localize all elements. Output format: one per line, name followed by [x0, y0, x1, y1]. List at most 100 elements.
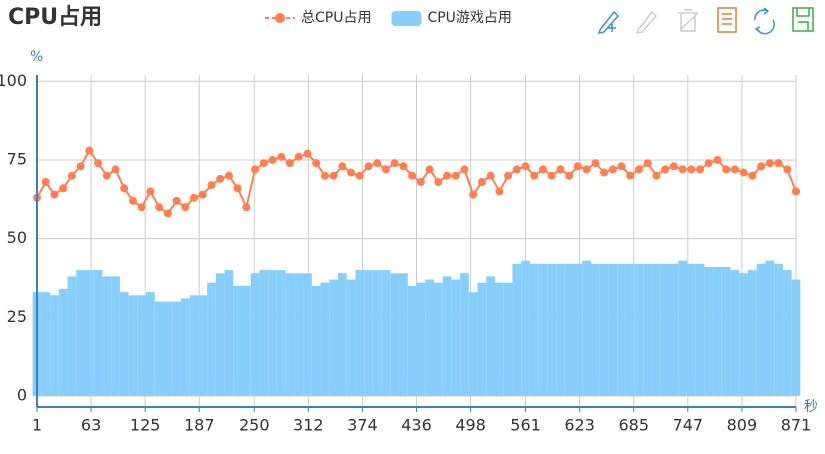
x-tick-label: 809: [727, 416, 758, 435]
tool-save[interactable]: [792, 7, 814, 32]
legend-label: 总CPU占用: [301, 10, 371, 26]
bar: [198, 295, 208, 396]
bar: [111, 276, 120, 396]
bar: [250, 273, 260, 396]
point: [373, 159, 382, 168]
bar: [84, 270, 94, 396]
x-tick-label: 63: [81, 416, 101, 435]
point: [102, 171, 111, 180]
bar: [146, 292, 155, 396]
bar: [425, 279, 434, 396]
bar: [495, 282, 504, 396]
bar: [41, 292, 51, 396]
bar: [756, 263, 766, 396]
bar: [625, 263, 635, 396]
point: [286, 159, 294, 168]
point: [364, 162, 373, 171]
bar: [233, 285, 243, 396]
point: [669, 162, 678, 171]
line: [36, 148, 797, 215]
bar: [242, 285, 251, 396]
bar: [521, 260, 530, 396]
bar: [189, 295, 199, 396]
point: [469, 190, 478, 199]
point: [521, 162, 530, 171]
bar: [617, 263, 626, 396]
bar: [346, 279, 356, 396]
point: [486, 171, 495, 180]
point: [277, 152, 286, 161]
tool-restore[interactable]: [754, 7, 775, 35]
point: [451, 171, 460, 180]
point: [163, 209, 172, 218]
bar: [739, 273, 749, 396]
x-tick-label: 250: [239, 416, 270, 435]
point: [67, 171, 76, 180]
bar: [652, 263, 661, 396]
bar: [608, 263, 618, 396]
tool-clear[interactable]: [678, 9, 698, 32]
x-tick-label: 125: [130, 416, 161, 435]
bar: [678, 260, 687, 396]
bar: [215, 273, 225, 396]
bar: [67, 276, 77, 396]
point: [399, 162, 408, 171]
bar: [390, 273, 400, 396]
x-tick-label: 871: [781, 416, 812, 435]
bar: [686, 263, 696, 396]
point: [591, 159, 600, 168]
legend-symbol: [275, 13, 285, 23]
bar: [224, 270, 234, 396]
x-tick-label: 747: [673, 416, 704, 435]
bar: [477, 282, 487, 396]
bar: [582, 260, 591, 396]
bar: [503, 282, 513, 396]
point: [539, 165, 547, 174]
point: [504, 171, 513, 180]
x-tick-label: 623: [564, 416, 595, 435]
point: [216, 174, 225, 183]
point: [634, 165, 643, 174]
legend-item[interactable]: CPU游戏占用: [391, 10, 512, 26]
x-tick-label: 685: [618, 416, 649, 435]
point: [251, 165, 260, 174]
point: [748, 171, 757, 180]
toolbox[interactable]: [597, 7, 814, 35]
legend-item[interactable]: 总CPU占用: [265, 10, 371, 26]
bar: [721, 266, 731, 396]
y-tick-label: 25: [7, 307, 27, 326]
point: [600, 168, 609, 177]
bar: [407, 285, 417, 396]
point: [792, 187, 800, 196]
point: [512, 165, 521, 174]
point: [696, 165, 705, 174]
point: [617, 162, 626, 171]
x-axis-label: 秒: [804, 399, 818, 415]
bar: [355, 270, 365, 396]
point: [242, 203, 251, 212]
tool-data-view[interactable]: [717, 7, 737, 33]
bar: [285, 273, 295, 396]
point: [425, 165, 434, 174]
point: [155, 203, 164, 212]
point: [443, 171, 452, 180]
bar: [381, 270, 391, 396]
point: [722, 165, 731, 174]
point: [495, 187, 504, 196]
bar: [512, 263, 522, 396]
legend[interactable]: 总CPU占用 CPU游戏占用: [265, 10, 512, 26]
point: [661, 165, 670, 174]
point: [320, 171, 329, 180]
point: [390, 159, 399, 168]
tool-zoom-reset[interactable]: [635, 10, 658, 34]
bar: [276, 270, 286, 396]
bar: [556, 263, 565, 396]
bar: [294, 273, 304, 396]
bar: [137, 295, 147, 396]
x-tick-label: 374: [347, 416, 378, 435]
tool-zoom[interactable]: [597, 10, 620, 34]
bar: [704, 266, 714, 396]
y-tick-label: 0: [17, 385, 27, 404]
point: [128, 196, 137, 205]
bar: [364, 270, 373, 396]
